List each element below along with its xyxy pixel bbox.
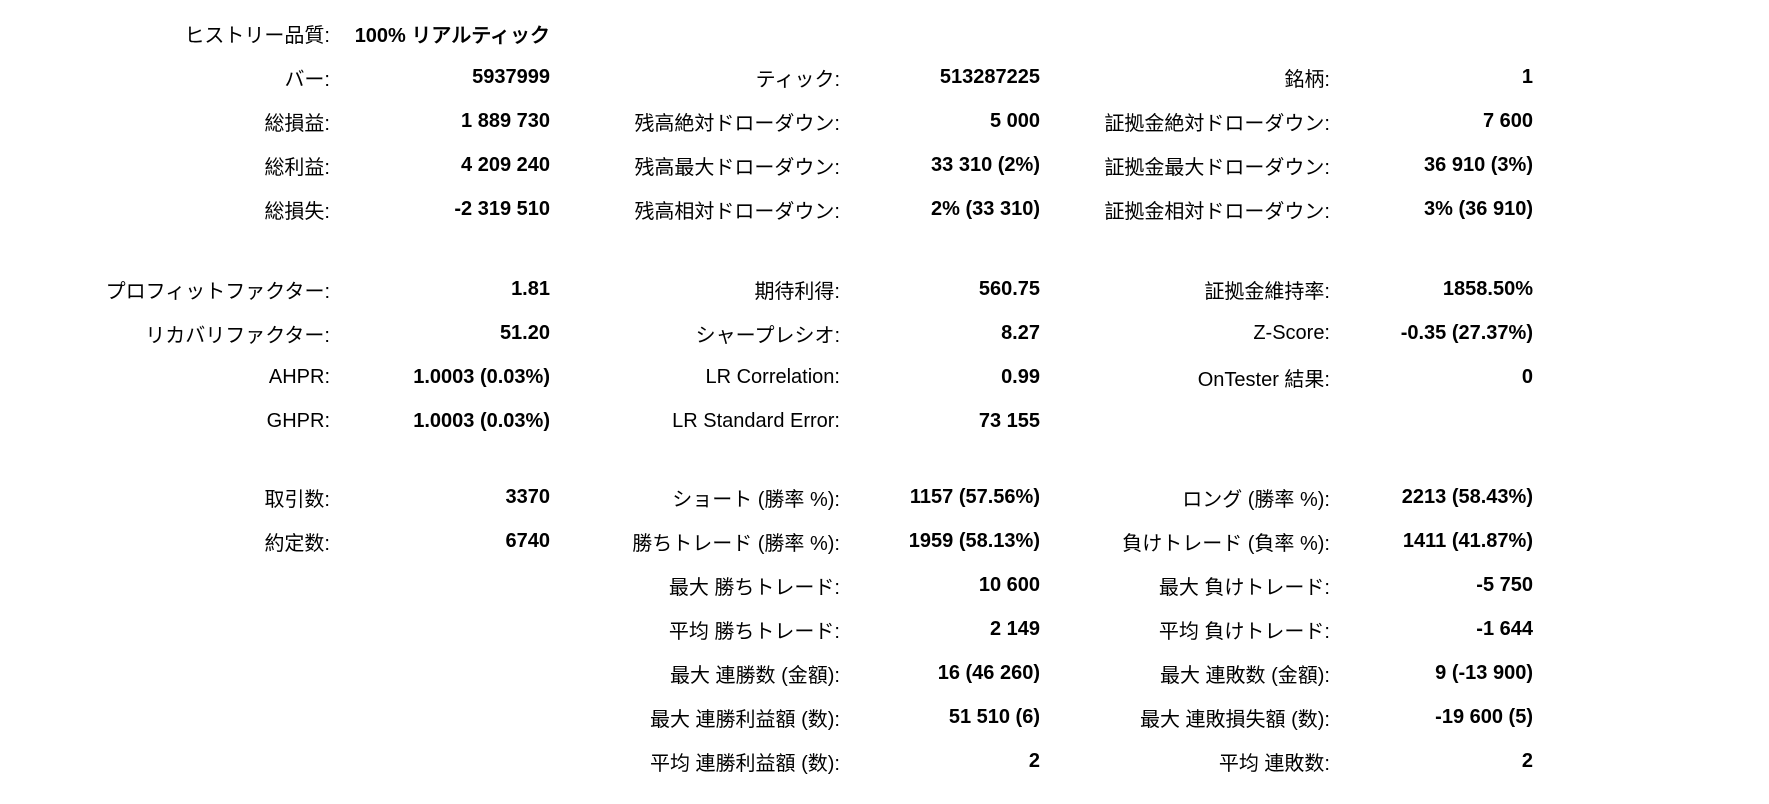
report-row: 最大 勝ちトレード: 10 600 最大 負けトレード: -5 750 — [0, 563, 1769, 607]
max-consecutive-profit-label: 最大 連勝利益額 (数): — [650, 708, 840, 731]
margin-level-value: 1858.50% — [1442, 277, 1533, 300]
gross-profit-value: 4 209 240 — [461, 153, 550, 176]
balance-dd-absolute-label: 残高絶対ドローダウン: — [634, 112, 840, 135]
report-row: 総損益: 1 889 730 残高絶対ドローダウン: 5 000 証拠金絶対ドロ… — [0, 99, 1769, 143]
gross-loss-value: -2 319 510 — [454, 197, 550, 220]
symbols-value: 1 — [1521, 65, 1533, 88]
equity-dd-relative-label: 証拠金相対ドローダウン: — [1104, 200, 1330, 223]
long-trades-label: ロング (勝率 %): — [1182, 488, 1330, 511]
long-trades-value: 2213 (58.43%) — [1401, 485, 1533, 508]
average-loss-trade-label: 平均 負けトレード: — [1158, 620, 1330, 643]
history-quality-value: 100% リアルティック — [354, 24, 550, 47]
symbols-label: 銘柄: — [1284, 68, 1330, 91]
ahpr-label: AHPR: — [268, 365, 330, 388]
margin-level-label: 証拠金維持率: — [1204, 280, 1330, 303]
z-score-value: -0.35 (27.37%) — [1400, 321, 1533, 344]
ghpr-value: 1.0003 (0.03%) — [413, 409, 550, 432]
profit-trades-value: 1959 (58.13%) — [908, 529, 1040, 552]
ontester-result-value: 0 — [1521, 365, 1533, 388]
loss-trades-value: 1411 (41.87%) — [1402, 529, 1533, 552]
total-deals-value: 6740 — [505, 529, 551, 552]
lr-standard-error-value: 73 155 — [978, 409, 1040, 432]
report-row: 平均 勝ちトレード: 2 149 平均 負けトレード: -1 644 — [0, 607, 1769, 651]
largest-profit-trade-value: 10 600 — [978, 573, 1040, 596]
ontester-result-label: OnTester 結果: — [1197, 368, 1330, 391]
average-profit-trade-value: 2 149 — [989, 617, 1040, 640]
largest-loss-trade-value: -5 750 — [1476, 573, 1533, 596]
largest-profit-trade-label: 最大 勝ちトレード: — [668, 576, 840, 599]
balance-dd-absolute-value: 5 000 — [989, 109, 1040, 132]
report-row: バー: 5937999 ティック: 513287225 銘柄: 1 — [0, 55, 1769, 99]
short-trades-label: ショート (勝率 %): — [672, 488, 840, 511]
equity-dd-absolute-value: 7 600 — [1482, 109, 1533, 132]
total-trades-label: 取引数: — [264, 488, 330, 511]
max-consecutive-losses-value: 9 (-13 900) — [1435, 661, 1533, 684]
profit-factor-label: プロフィットファクター: — [105, 280, 330, 303]
avg-consecutive-losses-label: 平均 連敗数: — [1218, 752, 1330, 775]
max-consecutive-profit-value: 51 510 (6) — [948, 705, 1040, 728]
equity-dd-maximal-value: 36 910 (3%) — [1424, 153, 1533, 176]
ticks-label: ティック: — [755, 68, 840, 91]
average-profit-trade-label: 平均 勝ちトレード: — [668, 620, 840, 643]
sharpe-ratio-value: 8.27 — [1001, 321, 1040, 344]
gross-loss-label: 総損失: — [264, 200, 330, 223]
equity-dd-maximal-label: 証拠金最大ドローダウン: — [1104, 156, 1330, 179]
equity-dd-relative-value: 3% (36 910) — [1424, 197, 1533, 220]
report-row: 総損失: -2 319 510 残高相対ドローダウン: 2% (33 310) … — [0, 187, 1769, 231]
history-quality-label: ヒストリー品質: — [184, 24, 330, 47]
avg-consecutive-wins-value: 2 — [1028, 749, 1040, 772]
short-trades-value: 1157 (57.56%) — [909, 485, 1040, 508]
report-row: 取引数: 3370 ショート (勝率 %): 1157 (57.56%) ロング… — [0, 475, 1769, 519]
lr-correlation-label: LR Correlation: — [705, 365, 840, 388]
avg-consecutive-losses-value: 2 — [1521, 749, 1533, 772]
lr-standard-error-label: LR Standard Error: — [672, 409, 840, 432]
max-consecutive-loss-value: -19 600 (5) — [1435, 705, 1533, 728]
balance-dd-maximal-label: 残高最大ドローダウン: — [634, 156, 840, 179]
ahpr-value: 1.0003 (0.03%) — [413, 365, 550, 388]
expected-payoff-label: 期待利得: — [754, 280, 840, 303]
report-row: 最大 連勝数 (金額): 16 (46 260) 最大 連敗数 (金額): 9 … — [0, 651, 1769, 695]
report-row: 総利益: 4 209 240 残高最大ドローダウン: 33 310 (2%) 証… — [0, 143, 1769, 187]
section-gap — [0, 231, 1769, 267]
bars-value: 5937999 — [472, 65, 550, 88]
ticks-value: 513287225 — [939, 65, 1040, 88]
max-consecutive-losses-label: 最大 連敗数 (金額): — [1160, 664, 1330, 687]
loss-trades-label: 負けトレード (負率 %): — [1122, 532, 1330, 555]
bars-label: バー: — [284, 68, 330, 91]
max-consecutive-wins-value: 16 (46 260) — [937, 661, 1040, 684]
report-row: ヒストリー品質: 100% リアルティック — [0, 11, 1769, 55]
report-row: 平均 連勝利益額 (数): 2 平均 連敗数: 2 — [0, 739, 1769, 783]
balance-dd-relative-value: 2% (33 310) — [931, 197, 1040, 220]
report-row: プロフィットファクター: 1.81 期待利得: 560.75 証拠金維持率: 1… — [0, 267, 1769, 311]
profit-trades-label: 勝ちトレード (勝率 %): — [632, 532, 840, 555]
total-net-profit-value: 1 889 730 — [461, 109, 550, 132]
section-gap — [0, 443, 1769, 475]
max-consecutive-wins-label: 最大 連勝数 (金額): — [670, 664, 840, 687]
profit-factor-value: 1.81 — [511, 277, 550, 300]
avg-consecutive-wins-label: 平均 連勝利益額 (数): — [650, 752, 840, 775]
report-row: GHPR: 1.0003 (0.03%) LR Standard Error: … — [0, 399, 1769, 443]
report-row: 最大 連勝利益額 (数): 51 510 (6) 最大 連敗損失額 (数): -… — [0, 695, 1769, 739]
max-consecutive-loss-label: 最大 連敗損失額 (数): — [1140, 708, 1330, 731]
lr-correlation-value: 0.99 — [1001, 365, 1040, 388]
gross-profit-label: 総利益: — [264, 156, 330, 179]
ghpr-label: GHPR: — [266, 409, 330, 432]
recovery-factor-value: 51.20 — [499, 321, 550, 344]
largest-loss-trade-label: 最大 負けトレード: — [1158, 576, 1330, 599]
recovery-factor-label: リカバリファクター: — [145, 324, 330, 347]
average-loss-trade-value: -1 644 — [1476, 617, 1533, 640]
balance-dd-relative-label: 残高相対ドローダウン: — [634, 200, 840, 223]
report-row: AHPR: 1.0003 (0.03%) LR Correlation: 0.9… — [0, 355, 1769, 399]
report-row: リカバリファクター: 51.20 シャープレシオ: 8.27 Z-Score: … — [0, 311, 1769, 355]
z-score-label: Z-Score: — [1253, 321, 1330, 344]
total-trades-value: 3370 — [505, 485, 551, 508]
total-net-profit-label: 総損益: — [264, 112, 330, 135]
sharpe-ratio-label: シャープレシオ: — [695, 324, 840, 347]
total-deals-label: 約定数: — [264, 532, 330, 555]
expected-payoff-value: 560.75 — [978, 277, 1040, 300]
report-row: 約定数: 6740 勝ちトレード (勝率 %): 1959 (58.13%) 負… — [0, 519, 1769, 563]
balance-dd-maximal-value: 33 310 (2%) — [931, 153, 1040, 176]
equity-dd-absolute-label: 証拠金絶対ドローダウン: — [1104, 112, 1330, 135]
